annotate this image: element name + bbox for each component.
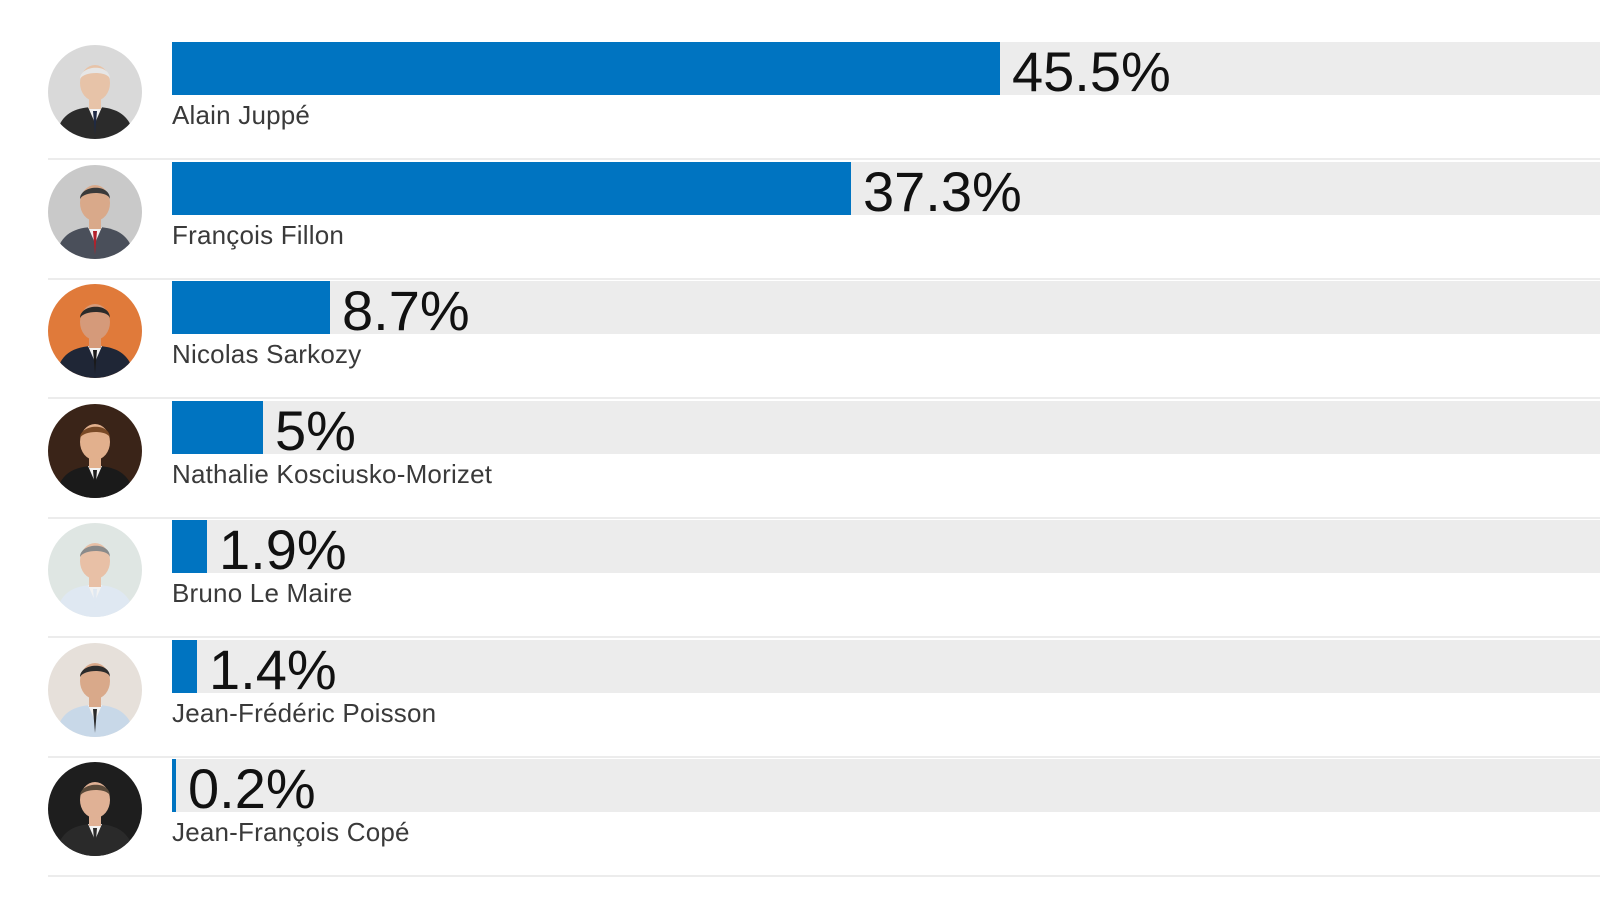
bar-track: 37.3%	[172, 161, 1600, 221]
candidate-row: 0.2% Jean-François Copé	[48, 755, 1600, 877]
bar-track: 8.7%	[172, 281, 1600, 341]
candidate-name: Jean-François Copé	[172, 817, 410, 847]
result-bar	[172, 520, 207, 573]
candidate-portrait-icon	[48, 403, 142, 498]
candidate-row: 37.3% François Fillon	[48, 158, 1600, 280]
candidate-row: 45.5% Alain Juppé	[48, 38, 1600, 160]
row-divider	[48, 755, 1600, 758]
result-bar	[172, 281, 330, 334]
candidate-name: François Fillon	[172, 219, 345, 250]
result-value-label: 37.3%	[863, 159, 1022, 223]
bar-track: 1.9%	[172, 520, 1600, 580]
result-bar	[172, 639, 197, 693]
candidate-portrait-icon	[48, 523, 142, 617]
row-divider	[48, 277, 1600, 280]
result-value-label: 1.9%	[219, 518, 347, 581]
candidate-portrait-icon	[48, 164, 142, 259]
candidate-name: Bruno Le Maire	[172, 578, 353, 608]
result-bar	[172, 161, 851, 215]
bar-track: 0.2%	[172, 759, 1600, 819]
row-divider	[48, 397, 1600, 399]
row-divider	[48, 875, 1600, 877]
candidate-row: 5% Nathalie Kosciusko-Morizet	[48, 397, 1600, 519]
candidate-name: Nathalie Kosciusko-Morizet	[172, 458, 493, 489]
row-divider	[48, 636, 1600, 638]
candidate-portrait-icon	[48, 284, 142, 378]
result-value-label: 0.2%	[188, 757, 316, 820]
row-divider	[48, 158, 1600, 160]
result-value-label: 5%	[275, 398, 356, 462]
bar-track: 1.4%	[172, 639, 1600, 699]
candidate-portrait-icon	[48, 45, 142, 139]
candidate-row: 1.9% Bruno Le Maire	[48, 516, 1600, 638]
result-bar	[172, 400, 263, 454]
bar-track: 45.5%	[172, 42, 1600, 102]
result-value-label: 45.5%	[1012, 40, 1171, 103]
candidate-name: Nicolas Sarkozy	[172, 339, 362, 369]
candidate-name: Alain Juppé	[172, 100, 311, 130]
candidate-row: 1.4% Jean-Frédéric Poisson	[48, 636, 1600, 758]
result-value-label: 1.4%	[209, 637, 337, 701]
bar-track: 5%	[172, 400, 1600, 460]
result-value-label: 8.7%	[342, 279, 470, 342]
result-bar	[172, 759, 176, 812]
candidate-name: Jean-Frédéric Poisson	[172, 697, 437, 728]
candidate-portrait-icon	[48, 762, 142, 856]
row-divider	[48, 516, 1600, 519]
result-bar	[172, 42, 1000, 95]
candidate-row: 8.7% Nicolas Sarkozy	[48, 277, 1600, 399]
candidate-portrait-icon	[48, 642, 142, 737]
